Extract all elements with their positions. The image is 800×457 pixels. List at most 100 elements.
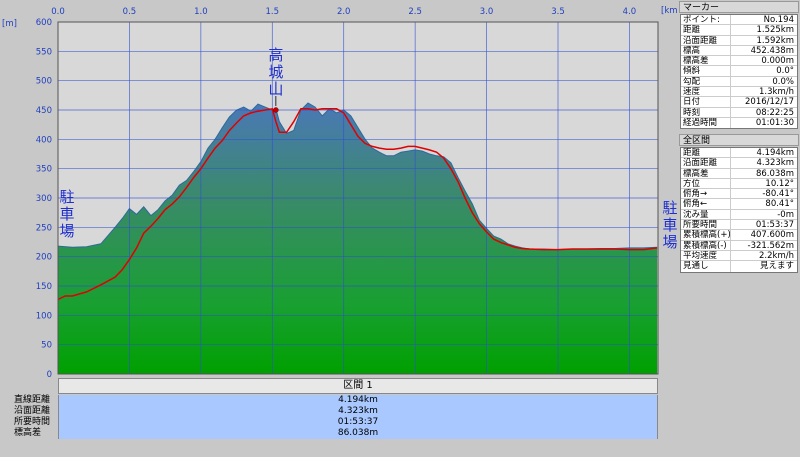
total-value: -80.41°	[762, 189, 794, 199]
marker-row: 距離 1.525km	[681, 25, 797, 36]
x-tick-label: 2.5	[408, 7, 422, 17]
elevation-chart[interactable]: 0.0 0.5 1.0 1.5 2.0 2.5 3.0 3.5 4.0 0 50 100 150 200…	[0, 0, 678, 378]
y-tick-label: 200	[36, 253, 52, 263]
peak-label-char: 高	[268, 46, 283, 64]
total-info-table: 距離 4.194km 沿面距離 4.323km 標高差 86.038m 方位 10.12° 俯角…	[680, 147, 798, 273]
total-key: 見通し	[681, 261, 731, 272]
y-tick-label: 50	[41, 341, 52, 351]
x-tick-label: 0.5	[123, 7, 137, 17]
total-key: 所要時間	[681, 220, 731, 230]
summary-label: 直線距離	[14, 395, 51, 405]
start-label-char: 駐	[59, 188, 74, 206]
end-label-char: 駐	[662, 199, 677, 217]
marker-key: 標高差	[681, 56, 731, 66]
total-value: 407.600m	[750, 230, 794, 240]
total-key: 標高差	[681, 168, 731, 178]
marker-row: 標高差 0.000m	[681, 56, 797, 67]
marker-row: 経過時間 01:01:30	[681, 117, 797, 129]
marker-panel-title: マーカー	[679, 1, 799, 13]
marker-value: 08:22:25	[755, 107, 794, 117]
y-tick-label: 500	[36, 77, 52, 87]
marker-value: 2016/12/17	[745, 97, 794, 107]
marker-row: 速度 1.3km/h	[681, 87, 797, 98]
marker-row: 傾斜 0.0°	[681, 66, 797, 77]
peak-label: 高城山	[268, 46, 283, 98]
summary-label: 所要時間	[14, 417, 51, 427]
summary-row: 直線距離 4.194km	[0, 395, 678, 406]
marker-value: 0.0°	[776, 66, 794, 76]
x-tick-label: 1.5	[266, 7, 280, 17]
summary-row: 標高差 86.038m	[0, 428, 678, 439]
y-tick-label: 0	[47, 370, 52, 378]
total-row: 累積標高(+) 407.600m	[681, 230, 797, 241]
total-row: 距離 4.194km	[681, 148, 797, 159]
y-tick-label: 350	[36, 165, 52, 175]
marker-row: 時刻 08:22:25	[681, 107, 797, 118]
x-axis-unit: [km]	[661, 6, 678, 16]
total-row: 累積標高(-) -321.562m	[681, 240, 797, 251]
x-tick-label: 1.0	[194, 7, 208, 17]
marker-key: 速度	[681, 87, 731, 97]
y-tick-label: 150	[36, 282, 52, 292]
peak-label-char: 山	[268, 80, 283, 98]
marker-value: No.194	[763, 15, 794, 25]
total-row: 方位 10.12°	[681, 178, 797, 190]
total-key: 沿面距離	[681, 158, 731, 168]
start-label-char: 車	[59, 205, 74, 223]
total-key: 平均速度	[681, 250, 731, 261]
marker-info-table: ポイント: No.194 距離 1.525km 沿面距離 1.592km 標高 452.438…	[680, 14, 798, 130]
total-row: 沿面距離 4.323km	[681, 158, 797, 169]
total-panel-title: 全区間	[679, 134, 799, 146]
marker-key: 時刻	[681, 107, 731, 117]
summary-label: 沿面距離	[14, 406, 51, 416]
summary-value: 86.038m	[58, 428, 658, 439]
marker-key: 標高	[681, 45, 731, 56]
total-value: 86.038m	[755, 168, 794, 178]
total-key: 方位	[681, 178, 731, 189]
marker-key: 沿面距離	[681, 35, 731, 45]
x-tick-label: 4.0	[623, 7, 637, 17]
total-row: 所要時間 01:53:37	[681, 220, 797, 231]
x-tick-label: 2.0	[337, 7, 351, 17]
marker-value: 0.0%	[772, 76, 794, 87]
terrain-outline	[57, 102, 658, 251]
y-axis-unit: [m]	[2, 19, 17, 29]
y-tick-label: 400	[36, 135, 52, 145]
total-key: 俯角→	[681, 189, 731, 199]
total-value: 10.12°	[765, 178, 794, 189]
total-row: 平均速度 2.2km/h	[681, 250, 797, 262]
y-tick-label: 300	[36, 194, 52, 204]
total-row: 俯角← 80.41°	[681, 199, 797, 210]
summary-label: 標高差	[14, 428, 42, 438]
end-label-char: 場	[662, 233, 677, 251]
y-tick-label: 450	[36, 106, 52, 116]
marker-point[interactable]	[273, 107, 279, 113]
x-axis-ticks: 0.0 0.5 1.0 1.5 2.0 2.5 3.0 3.5 4.0	[51, 7, 636, 17]
total-key: 累積標高(+)	[683, 230, 731, 240]
total-value: 4.194km	[756, 148, 794, 158]
marker-value: 01:01:30	[755, 117, 794, 128]
marker-row: ポイント: No.194	[681, 15, 797, 26]
elevation-chart-svg: 0.0 0.5 1.0 1.5 2.0 2.5 3.0 3.5 4.0 0 50 100 150 200…	[2, 6, 678, 378]
total-value: 01:53:37	[755, 220, 794, 230]
section-header[interactable]: 区間 1	[58, 378, 658, 394]
marker-value: 0.000m	[761, 56, 794, 66]
peak-label-char: 城	[268, 63, 283, 81]
total-key: 沈み量	[681, 209, 731, 220]
total-value: 2.2km/h	[759, 250, 794, 261]
total-key: 距離	[681, 148, 731, 158]
info-panel: マーカー ポイント: No.194 距離 1.525km 沿面距離 1.592km 標高 45…	[678, 0, 800, 457]
marker-row: 標高 452.438m	[681, 45, 797, 57]
total-value: -0m	[777, 209, 794, 220]
summary-row: 沿面距離 4.323km	[0, 406, 678, 417]
marker-row: 勾配 0.0%	[681, 76, 797, 88]
summary-value: 01:53:37	[58, 417, 658, 428]
end-label-char: 車	[662, 216, 677, 234]
y-tick-label: 550	[36, 47, 52, 57]
plot-frame	[57, 21, 659, 375]
total-value: 4.323km	[756, 158, 794, 168]
total-value: 見えます	[759, 261, 794, 272]
marker-key: 傾斜	[681, 66, 731, 76]
x-tick-label: 0.0	[51, 7, 65, 17]
